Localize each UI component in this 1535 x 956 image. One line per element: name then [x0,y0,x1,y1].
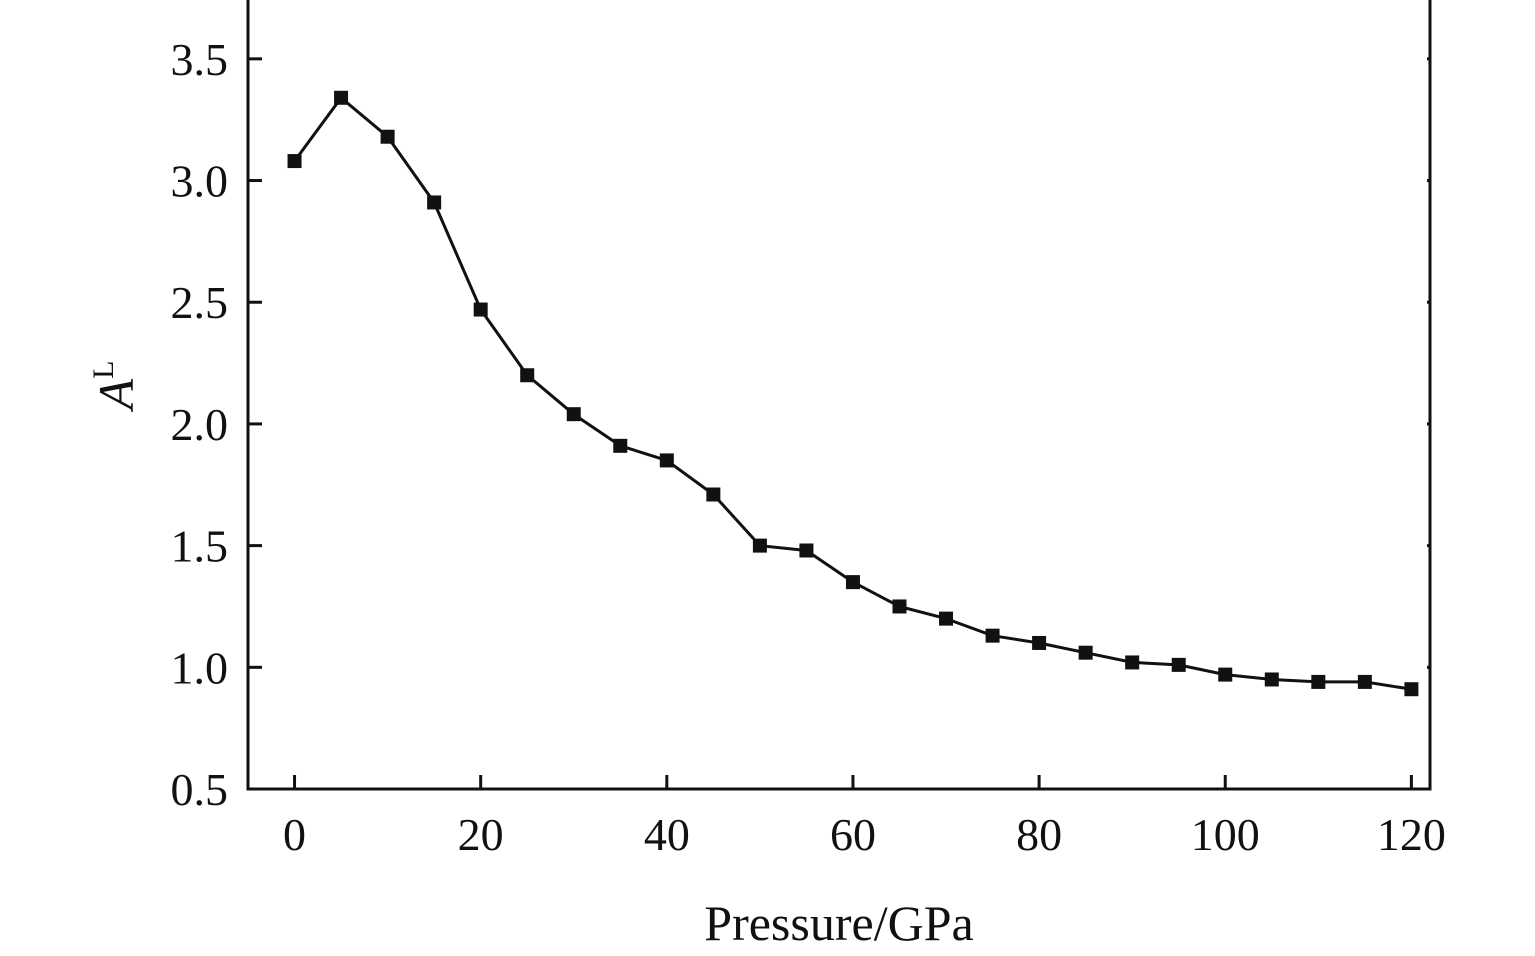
x-tick-label: 80 [1016,809,1062,860]
y-axis-title-base: A [88,378,144,412]
y-axis: 0.5 1.0 1.5 2.0 2.5 3.0 3.5 [171,34,1430,815]
y-tick-label: 2.0 [171,399,229,450]
data-point-marker [1125,655,1140,670]
y-tick-label: 0.5 [171,764,229,815]
x-tick-label: 120 [1377,809,1446,860]
data-point-marker [706,487,721,502]
data-point-marker [845,575,860,590]
series-line [293,96,1412,691]
y-tick-label: 3.5 [171,34,229,85]
data-point-marker [892,599,907,614]
data-point-marker [1218,667,1233,682]
data-point-marker [659,453,674,468]
series-markers [287,90,1419,697]
y-axis-title-superscript: L [87,361,120,379]
data-point-marker [1078,645,1093,660]
x-tick-label: 100 [1191,809,1260,860]
data-point-marker [1171,657,1186,672]
x-tick-label: 20 [458,809,504,860]
data-point-marker [566,407,581,422]
data-point-marker [1311,674,1326,689]
y-tick-label: 1.0 [171,642,229,693]
y-axis-title: AL [87,361,144,413]
data-point-marker [1264,672,1279,687]
data-point-marker [520,368,535,383]
x-tick-label: 60 [830,809,876,860]
data-point-marker [752,538,767,553]
data-point-marker [334,90,349,105]
data-point-marker [1032,635,1047,650]
plot-frame [246,0,1432,791]
data-point-marker [985,628,1000,643]
data-point-marker [427,195,442,210]
x-tick-label: 40 [644,809,690,860]
data-point-marker [473,302,488,317]
data-point-marker [613,438,628,453]
y-tick-label: 2.5 [171,277,229,328]
data-point-marker [939,611,954,626]
data-point-marker [1357,674,1372,689]
x-axis-title: Pressure/GPa [704,895,973,951]
y-tick-label: 1.5 [171,521,229,572]
x-tick-label: 0 [283,809,306,860]
x-axis: 0 20 40 60 80 100 120 [283,775,1446,860]
data-point-marker [1404,682,1419,697]
data-point-marker [799,543,814,558]
data-point-marker [380,129,395,144]
y-tick-label: 3.0 [171,156,229,207]
data-point-marker [287,154,302,169]
